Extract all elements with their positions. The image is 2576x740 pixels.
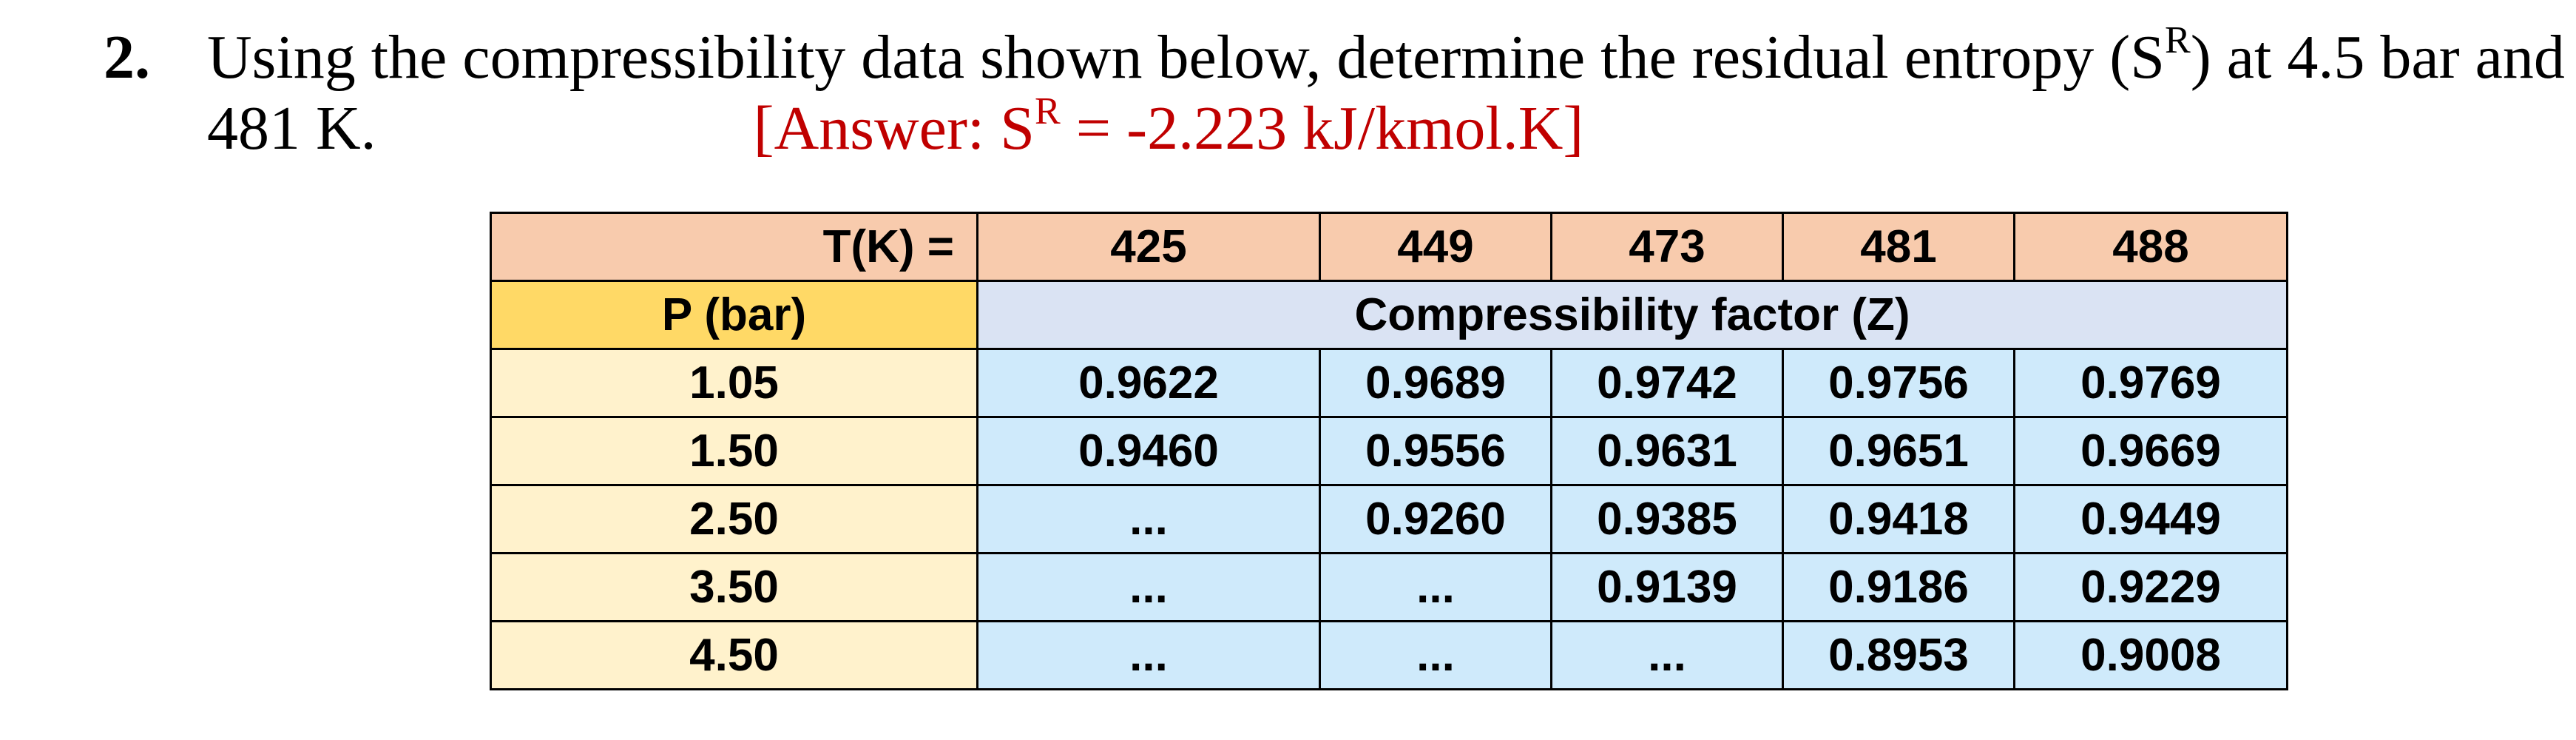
- question-line-2: 481 K. [Answer: SR = -2.223 kJ/kmol.K]: [104, 90, 2565, 164]
- z-factor-header: Compressibility factor (Z): [976, 280, 2288, 350]
- z-value-cell: 0.9229: [2013, 552, 2288, 622]
- z-value-cell: ...: [1319, 552, 1552, 622]
- temperature-header-cell: 473: [1550, 212, 1784, 282]
- temperature-header-row: T(K) = 425 449 473 481 488: [490, 212, 2288, 282]
- z-value-cell: 0.9008: [2013, 620, 2288, 690]
- z-value-cell: 0.9556: [1319, 416, 1552, 486]
- z-value-cell: 0.9260: [1319, 484, 1552, 554]
- z-value-cell: 0.9186: [1782, 552, 2015, 622]
- question-text-line2: 481 K.: [207, 94, 376, 163]
- subheader-row: P (bar) Compressibility factor (Z): [490, 280, 2288, 350]
- table-row: 1.05 0.9622 0.9689 0.9742 0.9756 0.9769: [490, 348, 2288, 418]
- z-value-cell: 0.9139: [1550, 552, 1784, 622]
- z-value-cell: 0.9756: [1782, 348, 2015, 418]
- z-value-cell: 0.9742: [1550, 348, 1784, 418]
- z-value-cell: ...: [1319, 620, 1552, 690]
- temperature-header-cell: 481: [1782, 212, 2015, 282]
- z-value-cell: 0.9460: [976, 416, 1321, 486]
- table-row: 4.50 ... ... ... 0.8953 0.9008: [490, 620, 2288, 690]
- z-value-cell: 0.9449: [2013, 484, 2288, 554]
- z-value-cell: 0.9385: [1550, 484, 1784, 554]
- question-line-1: 2. Using the compressibility data shown b…: [104, 18, 2565, 93]
- question-block: 2. Using the compressibility data shown b…: [104, 18, 2565, 164]
- compressibility-table: T(K) = 425 449 473 481 488 P (bar) Compr…: [490, 212, 2288, 690]
- temperature-header-cell: 488: [2013, 212, 2288, 282]
- temperature-header-cell: 449: [1319, 212, 1552, 282]
- z-value-cell: 0.9669: [2013, 416, 2288, 486]
- pressure-cell: 1.05: [490, 348, 978, 418]
- z-value-cell: 0.9689: [1319, 348, 1552, 418]
- question-number: 2.: [104, 23, 150, 92]
- answer-superscript-r: R: [1034, 90, 1061, 132]
- temperature-header-cell: 425: [976, 212, 1321, 282]
- pressure-cell: 2.50: [490, 484, 978, 554]
- z-value-cell: ...: [1550, 620, 1784, 690]
- z-value-cell: 0.8953: [1782, 620, 2015, 690]
- z-value-cell: 0.9769: [2013, 348, 2288, 418]
- z-value-cell: 0.9631: [1550, 416, 1784, 486]
- z-value-cell: 0.9418: [1782, 484, 2015, 554]
- table-row: 1.50 0.9460 0.9556 0.9631 0.9651 0.9669: [490, 416, 2288, 486]
- z-value-cell: ...: [976, 620, 1321, 690]
- z-value-cell: ...: [976, 484, 1321, 554]
- pressure-header: P (bar): [490, 280, 978, 350]
- question-text-part1: Using the compressibility data shown bel…: [207, 23, 2165, 92]
- table-row: 2.50 ... 0.9260 0.9385 0.9418 0.9449: [490, 484, 2288, 554]
- pressure-cell: 3.50: [490, 552, 978, 622]
- z-value-cell: 0.9651: [1782, 416, 2015, 486]
- answer-text-part1: [Answer: S: [753, 94, 1035, 163]
- temperature-corner-label: T(K) =: [490, 212, 978, 282]
- pressure-cell: 4.50: [490, 620, 978, 690]
- pressure-cell: 1.50: [490, 416, 978, 486]
- z-value-cell: ...: [976, 552, 1321, 622]
- answer-text-part2: = -2.223 kJ/kmol.K]: [1060, 94, 1584, 163]
- z-value-cell: 0.9622: [976, 348, 1321, 418]
- answer-text: [Answer: SR = -2.223 kJ/kmol.K]: [753, 90, 1584, 164]
- question-text-part2: ) at 4.5 bar and: [2190, 23, 2565, 92]
- table-row: 3.50 ... ... 0.9139 0.9186 0.9229: [490, 552, 2288, 622]
- question-superscript-r: R: [2164, 18, 2191, 61]
